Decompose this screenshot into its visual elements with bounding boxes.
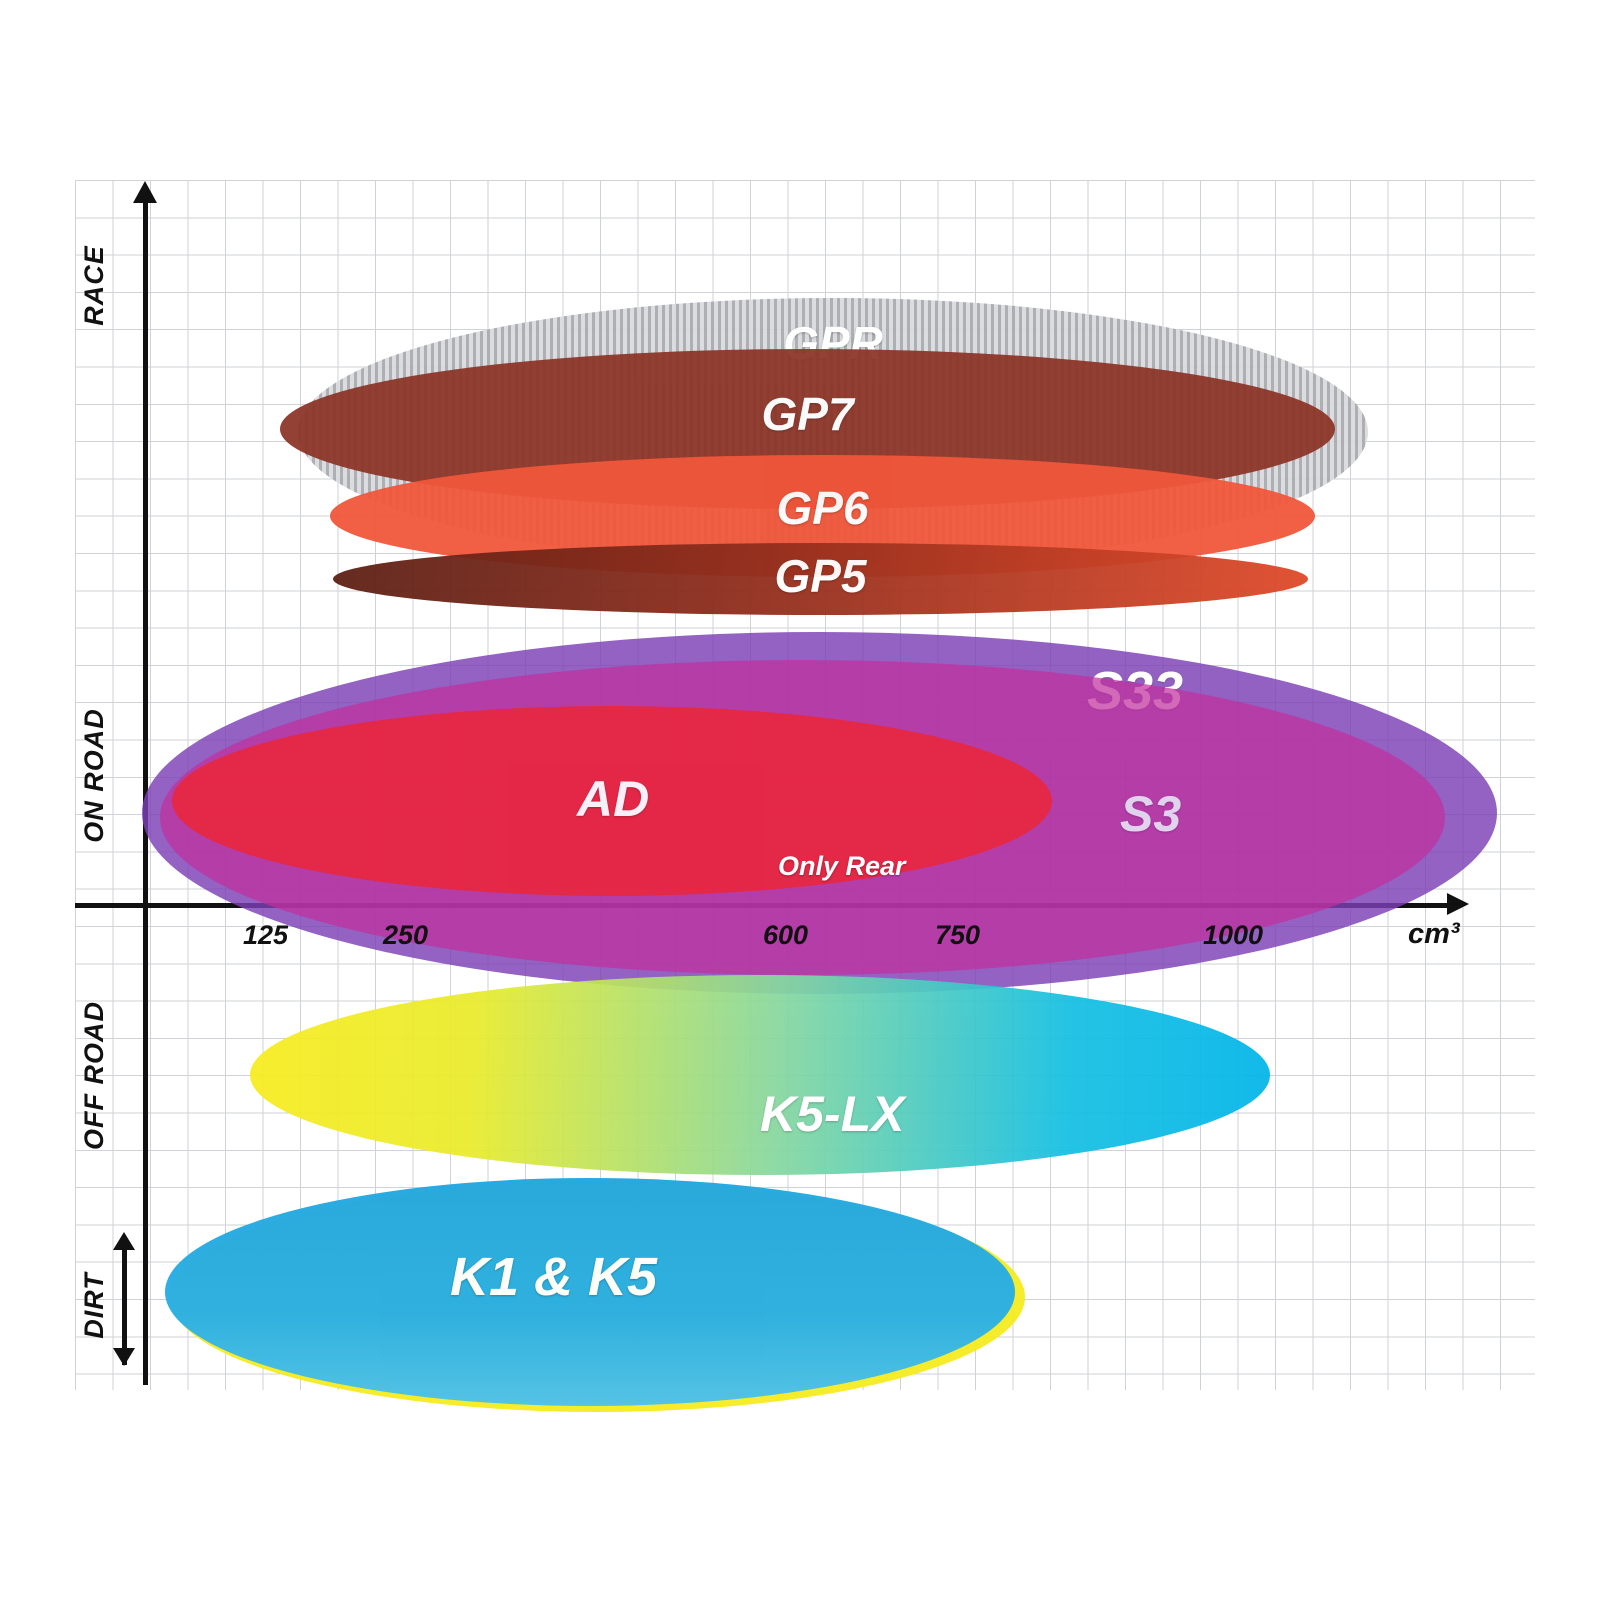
dirt-arrow-down-icon (113, 1348, 135, 1366)
x-tick-125: 125 (243, 920, 289, 950)
blob-k5lx-label: K5-LX (760, 1086, 905, 1142)
blob-k5lx[interactable]: K5-LX (250, 975, 1270, 1175)
dirt-range-bar (122, 1245, 127, 1365)
y-band-label-dirt: DIRT (64, 1235, 124, 1375)
blob-gp5-label: GP5 (774, 550, 867, 602)
blob-ad[interactable]: AD (172, 706, 1052, 896)
x-axis-unit-label: cm³ (1408, 918, 1460, 950)
x-tick-1000: 1000 (1203, 920, 1264, 950)
y-band-label-race: RACE (64, 215, 124, 355)
blob-ad-label: AD (577, 771, 650, 827)
blob-k1k5[interactable]: K1 & K5 (165, 1178, 1015, 1406)
x-axis-arrow-icon (1447, 893, 1469, 915)
y-axis-line (143, 195, 148, 1385)
blob-s3-label: S3 (1120, 786, 1182, 842)
y-axis-arrow-icon (133, 181, 157, 203)
y-band-label-off-road-text: OFF ROAD (78, 1000, 109, 1150)
x-tick-250: 250 (383, 920, 429, 950)
y-band-label-race-text: RACE (78, 244, 109, 326)
y-band-label-on-road-text: ON ROAD (78, 707, 109, 843)
blob-k1k5-label: K1 & K5 (450, 1247, 658, 1307)
y-band-label-dirt-text: DIRT (78, 1271, 109, 1339)
blob-gp5[interactable]: GP5 (333, 543, 1308, 615)
x-tick-750: 750 (935, 920, 981, 950)
y-band-label-on-road: ON ROAD (64, 660, 124, 890)
annotation-only-rear: Only Rear (778, 851, 906, 881)
blob-gp6-label: GP6 (776, 482, 869, 534)
x-tick-600: 600 (763, 920, 809, 950)
blob-gp7-label: GP7 (761, 388, 854, 440)
dirt-arrow-up-icon (113, 1232, 135, 1250)
y-band-label-off-road: OFF ROAD (64, 955, 124, 1195)
